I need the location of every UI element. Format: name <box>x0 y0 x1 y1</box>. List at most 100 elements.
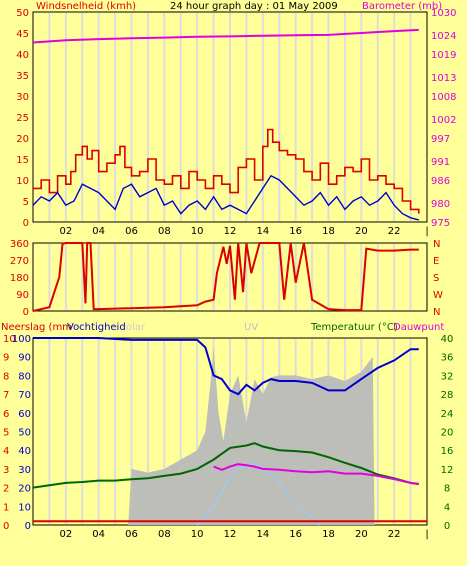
temperature-y-tick-label: 32 <box>441 371 454 382</box>
x-tick-label: 04 <box>92 529 105 540</box>
wind-y-tick-label: 40 <box>16 50 29 61</box>
solar-area <box>128 347 375 525</box>
rain-y-tick-label: 8 <box>3 371 9 382</box>
compass-tick-label: N <box>433 307 440 318</box>
wind-y-tick-label: 30 <box>16 92 29 103</box>
humidity-y-tick-label: 0 <box>25 521 31 532</box>
x-tick-label: 06 <box>125 529 138 540</box>
temperature-y-tick-label: 0 <box>444 521 450 532</box>
wind-y-tick-label: 35 <box>16 71 29 82</box>
compass-tick-label: W <box>433 290 443 301</box>
chart-title: 24 hour graph day : 01 May 2009 <box>170 1 338 12</box>
wind-y-tick-label: 0 <box>23 218 29 229</box>
x-tick-label: 02 <box>59 226 72 237</box>
x-tick-label: 18 <box>322 226 335 237</box>
wind-direction-line <box>32 242 419 312</box>
rain-y-tick-label: 10 <box>3 334 16 345</box>
x-tick-label: 22 <box>388 529 401 540</box>
barometer-line <box>32 28 419 44</box>
wind-y-tick-label: 25 <box>16 113 29 124</box>
wind-y-tick-label: 50 <box>16 8 29 19</box>
wind-y-tick-label: 45 <box>16 29 29 40</box>
x-tick-label: 16 <box>289 529 302 540</box>
temperature-line <box>32 442 419 489</box>
dewpoint-line <box>213 463 419 486</box>
barometer-y-tick-label: 1013 <box>431 73 456 84</box>
compass-tick-label: E <box>433 256 439 267</box>
barometer-y-tick-label: 1024 <box>431 31 456 42</box>
direction-plot: 0 N 90 W 180 S 270 E 360 N <box>10 239 443 318</box>
rain-y-tick-label: 1 <box>3 502 9 513</box>
compass-tick-label: N <box>433 239 440 250</box>
rain-y-tick-label: 4 <box>3 446 9 457</box>
temperature-y-tick-label: 20 <box>441 428 454 439</box>
barometer-y-tick-label: 1008 <box>431 92 456 103</box>
x-tick-label: | <box>425 529 428 540</box>
temperature-y-tick-label: 16 <box>441 446 454 457</box>
wind-plot: 0510152025303540455097598098699199710021… <box>16 8 456 237</box>
direction-y-tick-label: 0 <box>23 307 29 318</box>
humidity-y-tick-label: 10 <box>18 502 31 513</box>
x-tick-label: 12 <box>224 226 237 237</box>
compass-tick-label: S <box>433 273 439 284</box>
humidity-y-tick-label: 70 <box>18 390 31 401</box>
x-tick-label: 22 <box>388 226 401 237</box>
wind-y-tick-label: 15 <box>16 155 29 166</box>
x-tick-label: 10 <box>191 226 204 237</box>
direction-y-tick-label: 90 <box>16 290 29 301</box>
barometer-y-tick-label: 991 <box>431 157 450 168</box>
temperature-y-tick-label: 8 <box>444 484 450 495</box>
x-tick-label: 14 <box>256 529 269 540</box>
x-tick-label: 02 <box>59 529 72 540</box>
humidity-y-tick-label: 90 <box>18 353 31 364</box>
temperature-y-tick-label: 12 <box>441 465 454 476</box>
temperature-y-tick-label: 4 <box>444 502 450 513</box>
humidity-axis-title: Vochtigheid <box>67 322 126 333</box>
dewpoint-axis-title: Dauwpunt <box>393 322 444 333</box>
wind-y-tick-label: 20 <box>16 134 29 145</box>
x-tick-label: 06 <box>125 226 138 237</box>
humidity-y-tick-label: 50 <box>18 428 31 439</box>
barometer-y-tick-label: 1019 <box>431 50 456 61</box>
x-tick-label: | <box>425 226 428 237</box>
x-tick-label: 10 <box>191 529 204 540</box>
solar-axis-title: olar <box>126 322 146 333</box>
rain-y-tick-label: 0 <box>3 521 9 532</box>
humidity-y-tick-label: 60 <box>18 409 31 420</box>
humidity-y-tick-label: 100 <box>12 334 31 345</box>
rain-y-tick-label: 6 <box>3 409 9 420</box>
rain-y-tick-label: 2 <box>3 484 9 495</box>
wind-y-tick-label: 5 <box>23 197 29 208</box>
x-tick-label: 14 <box>256 226 269 237</box>
climate-plot: 0 01 102 203 304 405 506 607 708 809 9010100048121… <box>3 334 453 540</box>
humidity-y-tick-label: 30 <box>18 465 31 476</box>
barometer-y-tick-label: 975 <box>431 218 450 229</box>
temperature-y-tick-label: 36 <box>441 353 454 364</box>
barometer-y-tick-label: 997 <box>431 134 450 145</box>
x-tick-label: 08 <box>158 226 171 237</box>
uv-axis-title: UV <box>244 322 258 333</box>
direction-y-tick-label: 180 <box>10 273 29 284</box>
humidity-y-tick-label: 80 <box>18 371 31 382</box>
x-tick-label: 20 <box>355 226 368 237</box>
direction-y-tick-label: 270 <box>10 256 29 267</box>
rain-y-tick-label: 3 <box>3 465 9 476</box>
x-tick-label: 20 <box>355 529 368 540</box>
x-tick-label: 12 <box>224 529 237 540</box>
wind-y-tick-label: 10 <box>16 176 29 187</box>
temperature-y-tick-label: 28 <box>441 390 454 401</box>
direction-y-tick-label: 360 <box>10 239 29 250</box>
barometer-y-tick-label: 1030 <box>431 8 456 19</box>
uv-line <box>196 462 321 526</box>
x-tick-label: 16 <box>289 226 302 237</box>
barometer-axis-title: Barometer (mb) <box>362 1 442 12</box>
wind-gust-line <box>33 128 420 214</box>
rain-y-tick-label: 5 <box>3 428 9 439</box>
humidity-y-tick-label: 20 <box>18 484 31 495</box>
temperature-y-tick-label: 24 <box>441 409 454 420</box>
rain-axis-title: Neerslag (mm <box>1 322 72 333</box>
x-tick-label: 18 <box>322 529 335 540</box>
wind-axis-title: Windsnelheid (kmh) <box>36 1 136 12</box>
humidity-line <box>33 337 419 396</box>
